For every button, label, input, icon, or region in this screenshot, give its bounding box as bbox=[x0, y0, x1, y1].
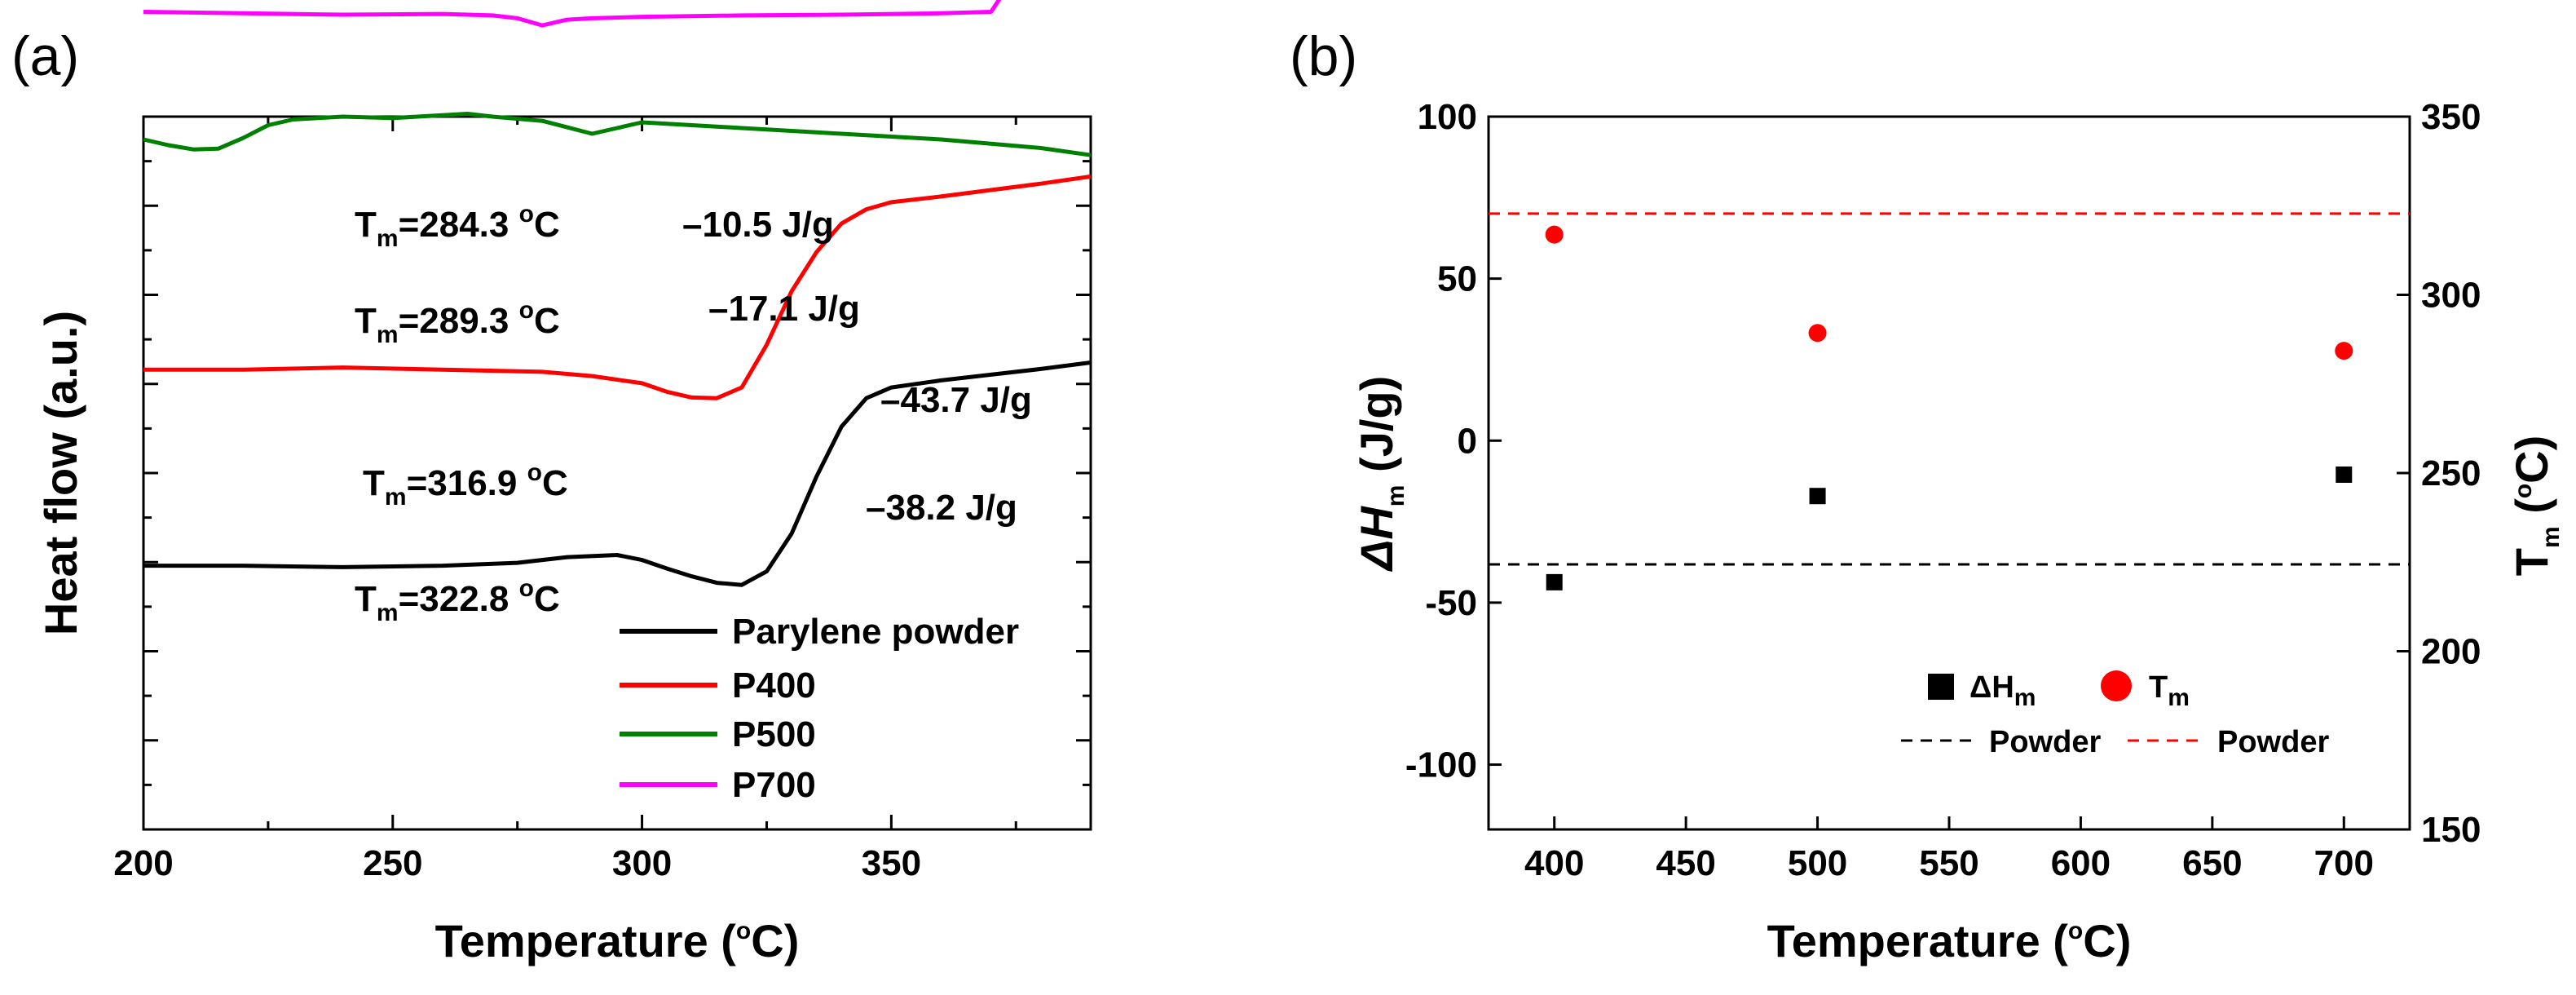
panel-b-x-axis-title: Temperature (oC) bbox=[1767, 915, 2132, 966]
panel-b-x-tick-label-700: 700 bbox=[2314, 843, 2374, 883]
series-line-p400 bbox=[143, 174, 1092, 400]
panel-b-x-tick-label-550: 550 bbox=[1919, 843, 1978, 883]
panel-b-x-tick-label-500: 500 bbox=[1788, 843, 1847, 883]
panel-a-x-tick-label-350: 350 bbox=[862, 843, 921, 883]
legend-label-tm: Tm bbox=[2149, 670, 2190, 711]
panel-b-legend: ΔHm Tm Powder Powder bbox=[1901, 670, 2329, 759]
panel-b-x-tick-label-400: 400 bbox=[1524, 843, 1584, 883]
panel-b-right-y-tick-label-300: 300 bbox=[2421, 276, 2481, 316]
panel-b-left-y-tick-label-0: 0 bbox=[1458, 421, 1477, 461]
legend-label-powder-tm: Powder bbox=[2217, 725, 2329, 759]
legend-label-powder: Parylene powder bbox=[732, 612, 1019, 652]
annotation-tm-powder: Tm=322.8 oC bbox=[355, 575, 560, 626]
annotation-tm-p700: Tm=284.3 oC bbox=[355, 201, 560, 252]
panel-a: (a) 200 250 300 350 Tm=284.3 oC –10.5 J/g T… bbox=[11, 0, 1092, 966]
annotation-enthalpy-powder: –38.2 J/g bbox=[866, 488, 1017, 528]
panel-b-plot-frame bbox=[1487, 115, 2411, 831]
legend-label-powder-delta-h: Powder bbox=[1989, 725, 2101, 759]
panel-b-right-y-tick-label-250: 250 bbox=[2421, 453, 2481, 493]
panel-b-right-y-ticks: 150 200 250 300 350 bbox=[2397, 97, 2481, 850]
panel-a-label: (a) bbox=[11, 25, 79, 87]
panel-b-data-points bbox=[1545, 225, 2353, 590]
panel-a-legend: Parylene powder P400 P500 P700 bbox=[620, 612, 1019, 805]
annotation-enthalpy-p500: –17.1 J/g bbox=[708, 289, 860, 329]
legend-label-p700: P700 bbox=[732, 765, 816, 805]
panel-a-x-tick-label-250: 250 bbox=[363, 843, 422, 883]
panel-a-y-axis-title: Heat flow (a.u.) bbox=[35, 311, 86, 635]
legend-marker-tm bbox=[2101, 670, 2132, 701]
panel-b-x-ticks: 400 450 500 550 600 650 700 bbox=[1524, 816, 2374, 883]
legend-label-p400: P400 bbox=[732, 666, 816, 705]
legend-label-delta-h: ΔHm bbox=[1969, 670, 2036, 711]
point-delta-h-700 bbox=[2336, 466, 2353, 483]
point-tm-400 bbox=[1545, 225, 1564, 244]
point-tm-500 bbox=[1808, 324, 1827, 343]
series-line-p500 bbox=[143, 112, 1092, 157]
panel-b-left-y-tick-label-100: 100 bbox=[1418, 97, 1477, 137]
panel-a-series bbox=[143, 0, 1092, 587]
panel-b-left-y-axis-title: ΔHm (J/g) bbox=[1351, 376, 1409, 573]
panel-a-x-tick-label-200: 200 bbox=[113, 843, 173, 883]
panel-b: (b) 400 450 500 550 600 650 700 -100-50050100 … bbox=[1290, 25, 2565, 966]
point-tm-700 bbox=[2335, 342, 2353, 360]
panel-b-right-y-axis-title: Tm (oC) bbox=[2506, 436, 2565, 577]
panel-a-x-ticks: 200 250 300 350 bbox=[113, 117, 1017, 883]
panel-b-x-tick-label-600: 600 bbox=[2051, 843, 2111, 883]
panel-b-left-y-tick-label--50: -50 bbox=[1425, 583, 1477, 623]
point-delta-h-500 bbox=[1809, 488, 1826, 505]
panel-a-plot-frame bbox=[142, 115, 1092, 831]
panel-b-label: (b) bbox=[1290, 25, 1357, 87]
annotation-tm-p400: Tm=316.9 oC bbox=[363, 459, 568, 511]
annotation-enthalpy-p400: –43.7 J/g bbox=[880, 380, 1032, 420]
panel-b-left-y-tick-label-50: 50 bbox=[1437, 259, 1477, 299]
panel-b-right-y-tick-label-150: 150 bbox=[2421, 810, 2481, 850]
point-delta-h-400 bbox=[1546, 573, 1563, 590]
legend-label-p500: P500 bbox=[732, 714, 816, 754]
series-line-p700 bbox=[143, 0, 1002, 28]
annotation-enthalpy-p700: –10.5 J/g bbox=[682, 205, 834, 245]
panel-a-x-tick-label-300: 300 bbox=[612, 843, 672, 883]
panel-b-x-tick-label-650: 650 bbox=[2182, 843, 2242, 883]
panel-b-right-y-tick-label-350: 350 bbox=[2421, 97, 2481, 137]
panel-a-x-axis-title: Temperature (oC) bbox=[435, 915, 800, 966]
panel-b-left-y-ticks: -100 -50 0 50 100 bbox=[1405, 97, 1502, 785]
panel-b-x-tick-label-450: 450 bbox=[1656, 843, 1715, 883]
panel-b-right-y-tick-label-200: 200 bbox=[2421, 632, 2481, 672]
panel-b-left-y-tick-label--100: -100 bbox=[1405, 745, 1477, 785]
panel-b-reference-lines bbox=[1489, 212, 2410, 566]
panel-a-y-ticks bbox=[143, 115, 1091, 831]
series-line-parylene-powder bbox=[143, 360, 1092, 587]
legend-marker-delta-h bbox=[1928, 674, 1954, 700]
annotation-tm-p500: Tm=289.3 oC bbox=[355, 297, 560, 348]
